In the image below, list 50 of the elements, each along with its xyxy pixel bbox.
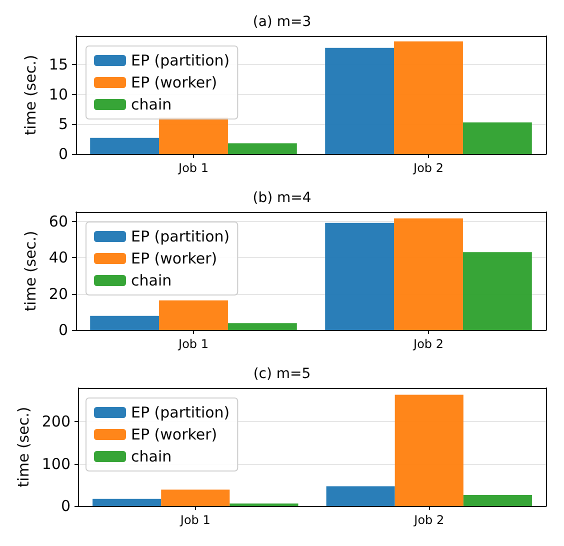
y-tick-label: 15 xyxy=(48,56,68,74)
bar xyxy=(463,495,532,506)
y-tick-label: 5 xyxy=(58,115,68,134)
bar xyxy=(159,300,228,330)
x-tick-label: Job 1 xyxy=(178,337,208,351)
y-axis-title: time (sec.) xyxy=(14,406,32,488)
y-tick-label: 60 xyxy=(48,212,68,231)
chart-title: (b) m=4 xyxy=(252,190,312,206)
bar xyxy=(462,122,532,154)
legend-label: chain xyxy=(131,272,172,290)
y-axis-title: time (sec.) xyxy=(22,54,40,136)
bar xyxy=(325,48,394,154)
y-tick-label: 40 xyxy=(48,248,68,267)
legend-label: EP (worker) xyxy=(131,426,218,444)
x-tick-label: Job 2 xyxy=(412,337,444,351)
bar xyxy=(161,490,230,506)
x-tick-label: Job 1 xyxy=(178,161,208,175)
bar xyxy=(228,323,297,330)
y-tick-label: 20 xyxy=(48,284,68,303)
bar xyxy=(230,503,298,506)
legend-label: EP (worker) xyxy=(131,74,218,92)
legend-label: EP (partition) xyxy=(131,404,230,422)
y-tick-label: 0 xyxy=(58,321,68,339)
bar xyxy=(90,316,160,330)
bar xyxy=(326,486,395,506)
bar xyxy=(394,394,464,506)
y-axis-title: time (sec.) xyxy=(22,230,40,312)
chart-title: (a) m=3 xyxy=(252,14,312,30)
x-tick-label: Job 2 xyxy=(412,161,444,175)
x-tick-label: Job 1 xyxy=(179,513,210,527)
bar xyxy=(325,222,394,330)
bar xyxy=(394,41,463,154)
legend-label: chain xyxy=(131,96,172,114)
bar xyxy=(159,118,228,154)
legend-label: EP (worker) xyxy=(131,250,218,268)
y-tick-label: 10 xyxy=(48,85,68,104)
bar xyxy=(228,143,297,154)
bar xyxy=(92,498,162,506)
legend-label: EP (partition) xyxy=(131,52,230,70)
chart-title: (c) m=5 xyxy=(253,366,311,382)
legend-label: chain xyxy=(131,448,172,466)
legend-label: EP (partition) xyxy=(131,228,230,246)
y-tick-label: 0 xyxy=(60,497,71,515)
y-tick-label: 0 xyxy=(58,145,68,163)
x-tick-label: Job 2 xyxy=(413,513,444,527)
bar xyxy=(462,252,532,330)
y-tick-label: 200 xyxy=(42,412,71,431)
bar xyxy=(90,138,160,154)
bar xyxy=(394,218,463,330)
y-tick-label: 100 xyxy=(42,454,71,473)
